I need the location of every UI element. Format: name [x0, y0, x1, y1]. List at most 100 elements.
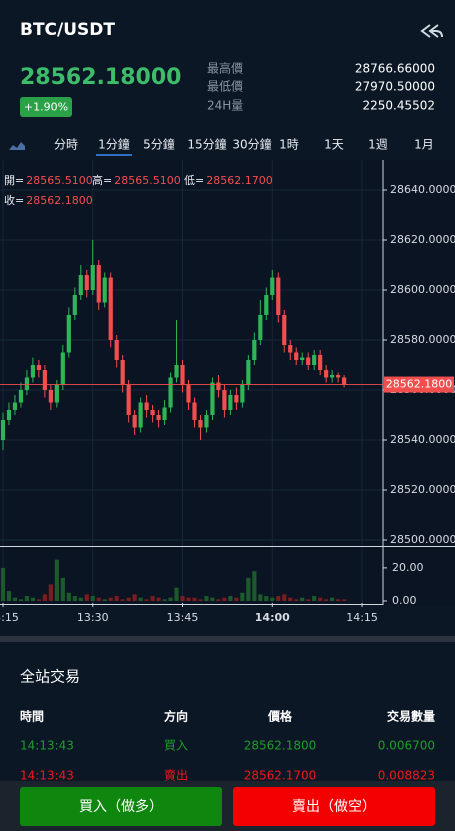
volume-bar	[84, 594, 89, 601]
tab[interactable]: 1月	[414, 138, 434, 152]
volume-bar	[210, 597, 215, 601]
volume-bar	[150, 596, 155, 601]
trade-price: 28562.1800	[244, 739, 317, 753]
candle-body	[36, 365, 41, 370]
volume-bar	[24, 596, 30, 601]
buy-button-label[interactable]: 買入（做多）	[79, 798, 163, 815]
candle-body	[78, 275, 83, 295]
ohlc-value: 28562.1700	[206, 174, 272, 187]
volume-bar	[96, 597, 101, 601]
back-icon[interactable]	[420, 24, 443, 38]
sell-button-label[interactable]: 賣出（做空）	[292, 799, 376, 815]
volume-bar	[216, 599, 221, 601]
volume-tick-label: 0.00	[392, 594, 417, 607]
last-price-label: 28562.1800	[386, 378, 452, 391]
volume-bar	[36, 599, 41, 601]
candle-body	[252, 340, 257, 360]
stat-value: 27970.50000	[355, 80, 435, 94]
volume-bar	[132, 594, 137, 601]
candle-body	[72, 295, 77, 315]
candle-body	[54, 385, 59, 403]
candle-body	[12, 402, 18, 410]
volume-bar	[186, 597, 191, 601]
candle-body	[282, 315, 287, 345]
candle-body	[306, 357, 311, 365]
volume-bar	[180, 596, 185, 601]
sell-button[interactable]	[233, 787, 435, 826]
trade-amount: 0.006700	[378, 739, 435, 753]
candle-body	[192, 402, 197, 420]
candle-body	[126, 385, 131, 415]
candle-body	[264, 295, 269, 315]
chart-settings-icon[interactable]	[9, 142, 25, 150]
volume-bar	[300, 597, 305, 601]
volume-bar	[276, 596, 281, 601]
volume-bar	[18, 599, 24, 601]
volume-bar	[234, 597, 239, 601]
tab[interactable]: 1分鐘	[98, 137, 130, 152]
candle-body	[102, 277, 107, 303]
chart: 28500.000028520.000028540.000028560.0000…	[0, 160, 455, 624]
candle-body	[60, 352, 65, 385]
candle-body	[234, 395, 239, 403]
ohlc-legend: 收= 28562.1800	[4, 193, 93, 207]
candle-body	[96, 265, 101, 303]
y-tick-label: 28640.0000	[390, 183, 455, 196]
candle-body	[210, 382, 215, 415]
change-badge	[20, 97, 72, 117]
y-tick-label: 28620.0000	[390, 233, 455, 246]
volume-bar	[318, 597, 323, 601]
volume-bar	[90, 596, 95, 601]
candle-body	[216, 382, 221, 390]
volume-bar	[324, 599, 329, 601]
volume-bar	[288, 597, 293, 601]
candle-body	[144, 402, 149, 410]
ohlc-value: 28565.5100	[26, 174, 92, 187]
volume-bar	[102, 599, 107, 601]
tab[interactable]: 1時	[279, 138, 299, 152]
trade-time: 14:13:43	[20, 769, 74, 783]
candle-body	[48, 390, 53, 403]
tab[interactable]: 1週	[368, 138, 388, 152]
buy-button[interactable]	[20, 787, 222, 826]
volume-bar	[246, 577, 251, 601]
column-header: 時間	[20, 709, 44, 724]
candle-body	[240, 385, 245, 403]
volume-bar	[192, 597, 197, 601]
candle-body	[324, 370, 329, 378]
change-percent: +1.90%	[24, 101, 68, 114]
stat-value: 2250.45502	[362, 99, 435, 113]
trade-amount: 0.008823	[378, 769, 435, 783]
trade-time: 14:13:43	[20, 739, 74, 753]
tab[interactable]: 1天	[324, 138, 344, 152]
volume-bar	[240, 592, 245, 601]
candle-body	[174, 365, 179, 378]
tab[interactable]: 分時	[54, 138, 78, 152]
volume-bar	[258, 594, 263, 601]
tab[interactable]: 30分鐘	[232, 137, 271, 152]
volume-bar	[156, 597, 161, 601]
volume-bar	[312, 596, 317, 601]
candle-body	[270, 277, 275, 295]
tab[interactable]: 15分鐘	[187, 137, 226, 152]
candle-body	[42, 370, 47, 390]
volume-bar	[162, 599, 167, 601]
volume-bar	[0, 567, 6, 601]
volume-bar	[12, 597, 18, 601]
last-price-box	[384, 376, 454, 393]
volume-bar	[138, 597, 143, 601]
volume-bar	[294, 599, 299, 601]
x-tick-label: 13:30	[77, 611, 109, 624]
y-tick-label: 28500.0000	[390, 533, 455, 546]
ohlc-legend: 開= 28565.5100	[4, 174, 93, 187]
candle-body	[24, 377, 30, 390]
section-title: 全站交易	[20, 668, 80, 686]
volume-bar	[42, 594, 47, 601]
trade-price: 28562.1700	[244, 769, 317, 783]
candle-body	[168, 377, 173, 408]
tab[interactable]: 5分鐘	[143, 137, 175, 152]
x-tick-label: 14:15	[346, 611, 378, 624]
candle-body	[150, 410, 155, 415]
ohlc-label: 低=	[184, 174, 204, 187]
volume-bar	[60, 577, 65, 601]
